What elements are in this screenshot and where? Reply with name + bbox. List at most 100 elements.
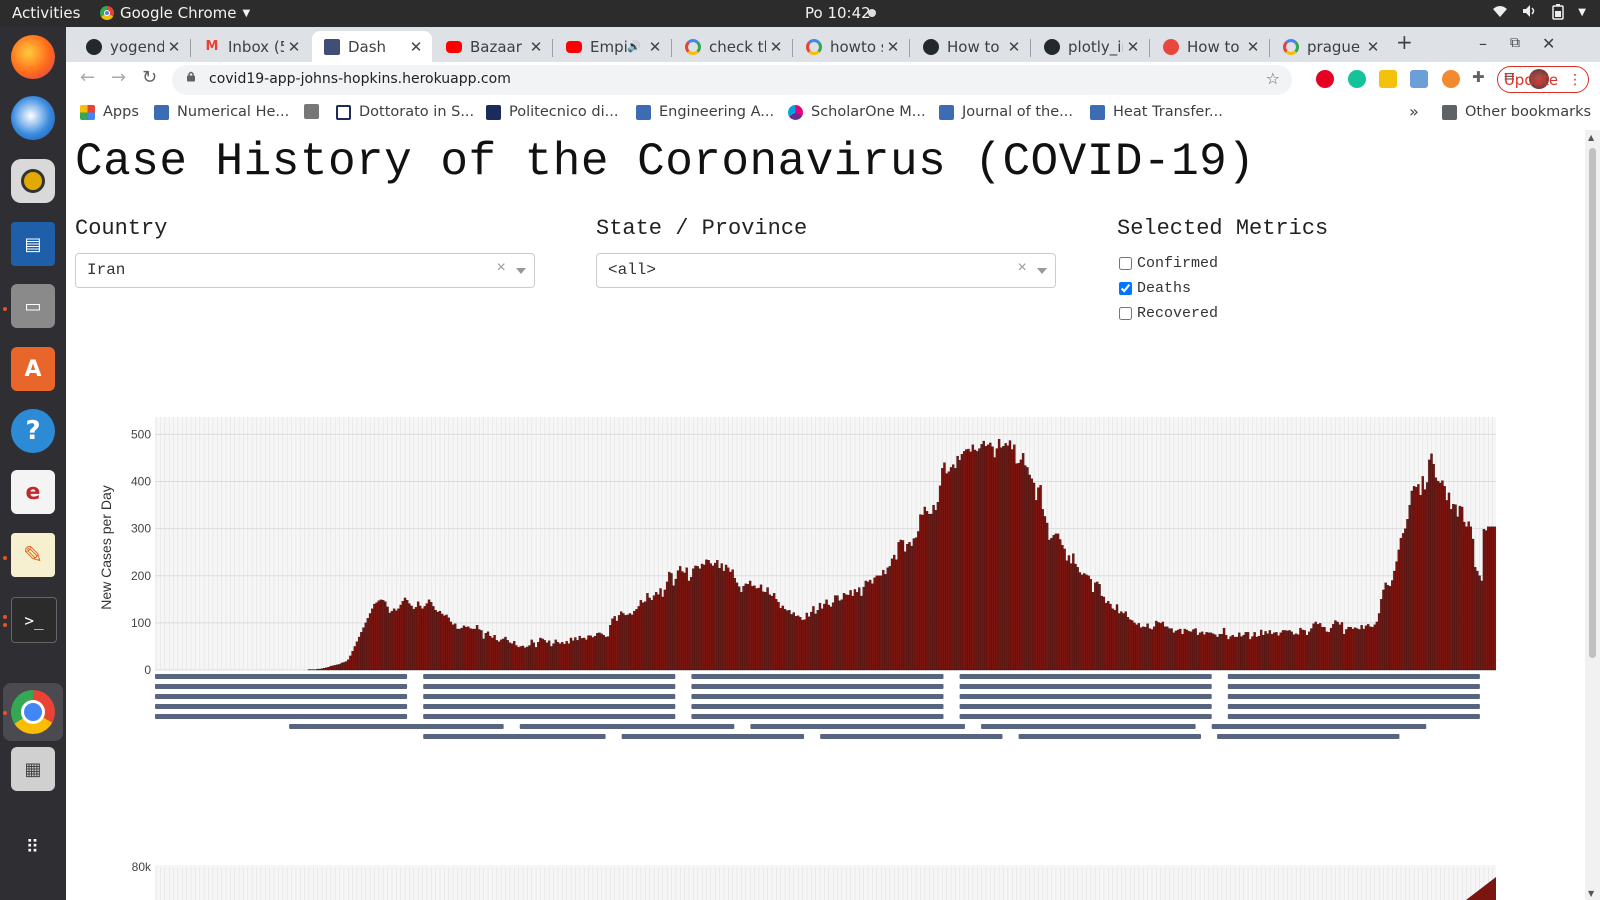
state-dropdown[interactable]: <all> × [596, 253, 1056, 288]
bar [576, 640, 579, 671]
clock[interactable]: Po 10:42 [805, 4, 871, 22]
new-tab-button[interactable]: + [1396, 30, 1413, 54]
bar [919, 514, 922, 671]
chevron-down-icon[interactable] [1037, 268, 1047, 274]
scrollbar-thumb[interactable] [1589, 148, 1596, 658]
tab-4[interactable]: Empi 🔊 ✕ [554, 31, 671, 62]
tab-10[interactable]: prague v✕ [1271, 31, 1389, 62]
bookmark-item[interactable]: Dottorato in S... [336, 104, 474, 120]
close-tab-icon[interactable]: ✕ [1366, 37, 1380, 56]
software-center-icon[interactable]: A [11, 347, 55, 391]
tab-3[interactable]: Bazaar - ✕ [434, 31, 552, 62]
close-tab-icon[interactable]: ✕ [1007, 37, 1021, 56]
bookmarks-overflow-button[interactable]: » [1409, 102, 1419, 121]
translate-extension-icon[interactable] [1442, 70, 1460, 88]
chevron-down-icon[interactable] [516, 268, 526, 274]
help-icon[interactable]: ? [11, 409, 55, 453]
country-dropdown[interactable]: Iran × [75, 253, 535, 288]
calculator-icon[interactable]: ▦ [11, 747, 55, 791]
metric-option-recovered[interactable]: Recovered [1119, 305, 1218, 322]
terminal-icon[interactable]: >_ [11, 597, 57, 643]
tab-9[interactable]: How to c✕ [1151, 31, 1269, 62]
metric-option-deaths[interactable]: Deaths [1119, 280, 1191, 297]
chevron-down-icon[interactable]: ▼ [1578, 7, 1586, 18]
bookmark-item[interactable]: Politecnico di... [486, 104, 618, 120]
bar [440, 613, 444, 671]
bookmark-item[interactable]: ScholarOne M... [788, 104, 926, 120]
thunderbird-icon[interactable] [11, 96, 55, 140]
tab-5[interactable]: check th✕ [673, 31, 792, 62]
metric-checkbox[interactable] [1119, 257, 1132, 270]
close-window-button[interactable]: ✕ [1542, 34, 1556, 53]
bookmark-item[interactable]: Engineering A... [636, 104, 774, 120]
bookmark-star-icon[interactable]: ☆ [1265, 69, 1280, 88]
sticky-note-extension-icon[interactable] [1379, 70, 1397, 88]
activities-button[interactable]: Activities [12, 4, 81, 22]
bookmark-item[interactable]: Heat Transfer... [1090, 104, 1223, 120]
address-bar[interactable]: covid19-app-johns-hopkins.herokuapp.com … [172, 65, 1292, 95]
tab-7[interactable]: How to c✕ [911, 31, 1030, 62]
bar [464, 626, 468, 671]
profile-avatar[interactable] [1529, 69, 1549, 89]
clear-icon[interactable]: × [496, 259, 506, 277]
update-button[interactable]: Update ⋮ [1497, 66, 1589, 93]
tab-8[interactable]: plotly_ir ✕ [1032, 31, 1149, 62]
chrome-icon[interactable] [11, 690, 55, 734]
close-tab-icon[interactable]: ✕ [886, 37, 900, 56]
rhythmbox-icon[interactable] [11, 159, 55, 203]
audio-playing-icon[interactable]: 🔊 [627, 40, 641, 53]
scroll-up-arrow-icon[interactable]: ▲ [1588, 133, 1595, 142]
tab-6[interactable]: howto s ✕ [794, 31, 909, 62]
back-button[interactable]: ← [80, 67, 96, 88]
close-tab-icon[interactable]: ✕ [769, 37, 783, 56]
bookmark-item[interactable]: Journal of the... [939, 104, 1073, 120]
app-menu-label: Google Chrome [120, 4, 237, 22]
close-tab-icon[interactable]: ✕ [1246, 37, 1260, 56]
system-tray[interactable]: ▼ [1492, 4, 1586, 24]
other-bookmarks-folder[interactable]: Other bookmarks [1442, 104, 1591, 120]
metric-checkbox[interactable] [1119, 282, 1132, 295]
bar [875, 575, 878, 671]
restore-button[interactable]: ⧉ [1510, 35, 1520, 51]
close-tab-icon[interactable]: ✕ [529, 37, 543, 56]
battery-icon[interactable] [1552, 4, 1565, 24]
reload-button[interactable]: ↻ [142, 67, 158, 88]
close-tab-icon[interactable]: ✕ [1126, 37, 1140, 56]
app-menu[interactable]: Google Chrome ▼ [100, 4, 250, 22]
page-scrollbar[interactable]: ▲ ▼ [1585, 130, 1600, 900]
libreoffice-writer-icon[interactable]: ▤ [11, 222, 55, 266]
grammarly-extension-icon[interactable] [1348, 70, 1366, 88]
bar [1399, 537, 1403, 671]
files-icon[interactable]: ▭ [11, 284, 55, 328]
tab-0[interactable]: yogende✕ [74, 31, 190, 62]
bar [543, 640, 546, 671]
extensions-puzzle-icon[interactable]: ✚ [1472, 68, 1485, 86]
tab-2[interactable]: Dash ✕ [312, 31, 432, 62]
forward-button[interactable]: → [111, 67, 127, 88]
bookmark-item[interactable] [304, 104, 327, 119]
wifi-icon[interactable] [1492, 4, 1508, 24]
volume-icon[interactable] [1522, 4, 1538, 24]
firefox-icon[interactable] [11, 35, 55, 79]
evince-icon[interactable]: e [11, 470, 55, 514]
minimize-button[interactable]: – [1479, 34, 1487, 53]
bookmark-item[interactable]: Numerical He... [154, 104, 289, 120]
cloud-extension-icon[interactable] [1410, 70, 1428, 88]
close-tab-icon[interactable]: ✕ [409, 37, 423, 56]
page-title: Case History of the Coronavirus (COVID-1… [75, 136, 1256, 188]
clear-icon[interactable]: × [1017, 259, 1027, 277]
bar [316, 668, 319, 671]
bookmark-item[interactable]: Apps [80, 104, 139, 120]
text-editor-icon[interactable]: ✎ [11, 533, 55, 577]
pinterest-extension-icon[interactable] [1316, 70, 1334, 88]
metric-option-confirmed[interactable]: Confirmed [1119, 255, 1218, 272]
bar [801, 619, 804, 671]
tab-1[interactable]: M Inbox (5 ✕ [192, 31, 310, 62]
close-tab-icon[interactable]: ✕ [648, 37, 662, 56]
bar [1085, 574, 1088, 671]
show-applications-icon[interactable]: ⠿ [25, 836, 41, 858]
metric-checkbox[interactable] [1119, 307, 1132, 320]
close-tab-icon[interactable]: ✕ [287, 37, 301, 56]
scroll-down-arrow-icon[interactable]: ▼ [1588, 889, 1595, 898]
close-tab-icon[interactable]: ✕ [167, 37, 181, 56]
